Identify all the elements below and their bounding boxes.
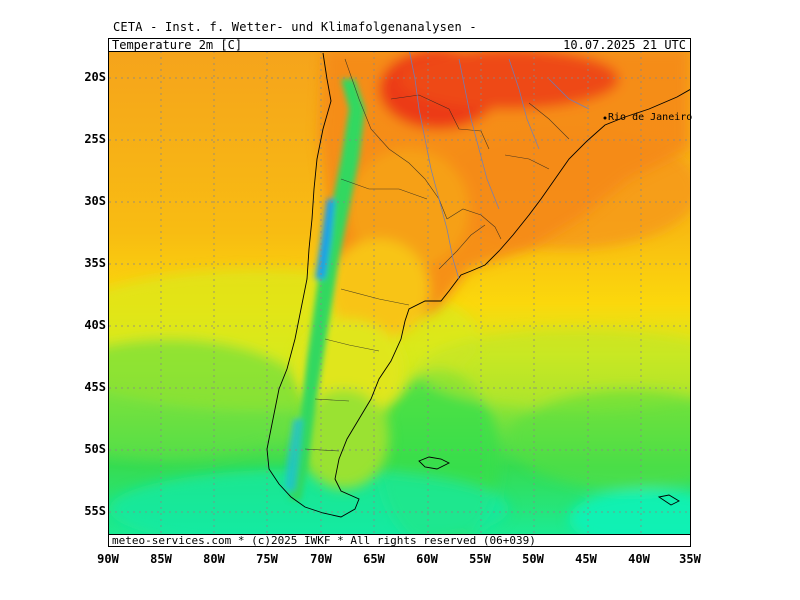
- lat-label-30s: 30S: [84, 194, 106, 208]
- lon-label-75w: 75W: [256, 552, 278, 566]
- lon-label-40w: 40W: [628, 552, 650, 566]
- lon-label-45w: 45W: [575, 552, 597, 566]
- header-source: CETA - Inst. f. Wetter- und Klimafolgena…: [113, 20, 477, 34]
- lat-label-45s: 45S: [84, 380, 106, 394]
- lon-label-55w: 55W: [469, 552, 491, 566]
- temperature-map[interactable]: [108, 38, 691, 547]
- lat-label-25s: 25S: [84, 132, 106, 146]
- lat-label-40s: 40S: [84, 318, 106, 332]
- copyright-text: meteo-services.com * (c)2025 IWKF * All …: [112, 534, 536, 547]
- lon-label-35w: 35W: [679, 552, 701, 566]
- map-title-bar: Temperature_2m [C] 10.07.2025 21 UTC: [108, 38, 691, 52]
- map-canvas: [109, 39, 690, 546]
- lon-label-90w: 90W: [97, 552, 119, 566]
- lon-label-50w: 50W: [522, 552, 544, 566]
- lon-label-80w: 80W: [203, 552, 225, 566]
- valid-time: 10.07.2025 21 UTC: [563, 38, 686, 52]
- city-label-rio: Rio de Janeiro: [608, 112, 693, 123]
- variable-label: Temperature_2m [C]: [112, 38, 243, 52]
- lon-label-65w: 65W: [363, 552, 385, 566]
- lat-label-20s: 20S: [84, 70, 106, 84]
- lon-label-70w: 70W: [310, 552, 332, 566]
- lat-label-50s: 50S: [84, 442, 106, 456]
- lat-label-35s: 35S: [84, 256, 106, 270]
- lon-label-60w: 60W: [416, 552, 438, 566]
- lon-label-85w: 85W: [150, 552, 172, 566]
- lat-label-55s: 55S: [84, 504, 106, 518]
- map-footer: meteo-services.com * (c)2025 IWKF * All …: [108, 534, 691, 547]
